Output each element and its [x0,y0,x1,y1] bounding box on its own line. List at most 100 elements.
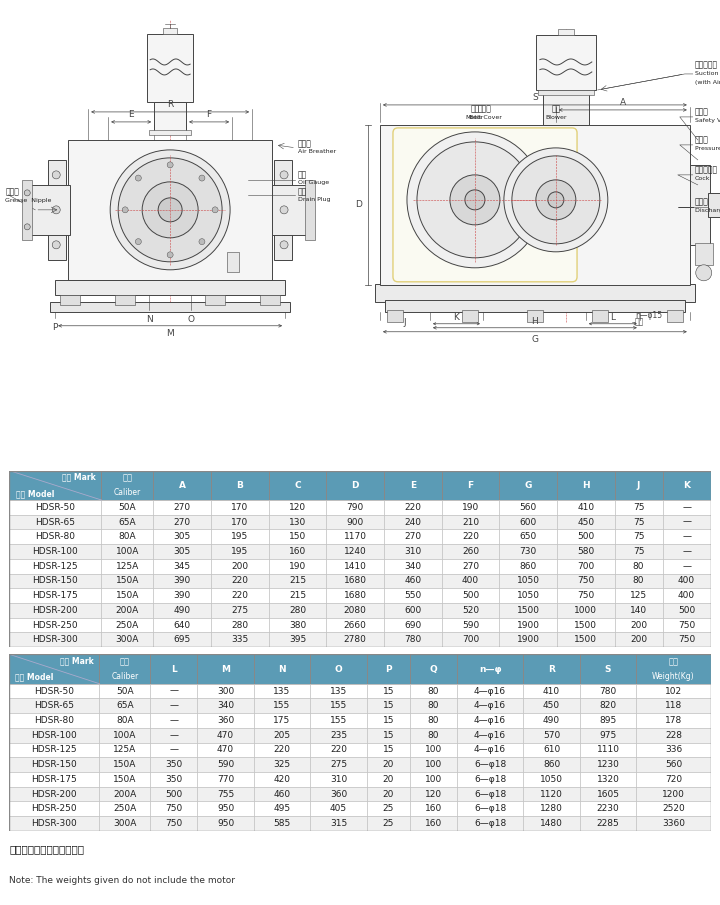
Bar [499,471,557,500]
Text: 335: 335 [231,635,248,644]
Bar [557,544,615,558]
Bar [9,742,99,757]
Text: 205: 205 [274,730,291,739]
Bar [260,295,280,305]
Text: Air Breather: Air Breather [298,149,336,155]
Text: 65A: 65A [119,518,136,527]
Bar [9,786,99,802]
Bar [269,603,326,617]
Circle shape [167,162,173,168]
Bar [462,310,478,322]
Text: 550: 550 [404,591,421,600]
Bar [197,772,254,786]
Bar [615,603,662,617]
Bar [102,617,153,633]
Bar [269,617,326,633]
Bar [197,786,254,802]
Bar [580,684,636,699]
Bar [580,757,636,772]
Text: 15: 15 [382,746,394,755]
Bar [410,684,456,699]
Text: —: — [682,562,691,571]
Bar [662,544,711,558]
Bar [580,742,636,757]
Bar [662,471,711,500]
Bar [254,786,310,802]
Bar [197,684,254,699]
Text: H: H [531,317,539,326]
Circle shape [118,157,222,262]
Bar [9,515,102,529]
Text: 160: 160 [289,547,306,556]
Bar [150,684,197,699]
Text: 1000: 1000 [575,605,598,614]
Text: 1680: 1680 [343,576,366,586]
Bar [410,802,456,816]
Text: Pressure Gauge: Pressure Gauge [695,147,720,151]
Text: HDSR-175: HDSR-175 [32,775,77,784]
Text: 195: 195 [231,547,248,556]
Bar [499,544,557,558]
Bar [310,728,366,742]
Bar [456,802,523,816]
Text: 200A: 200A [116,605,139,614]
Text: 125A: 125A [116,562,139,571]
Text: N: N [145,315,153,324]
Text: 250A: 250A [116,621,139,630]
Text: HDSR-300: HDSR-300 [32,635,78,644]
Bar [384,529,441,544]
Bar [499,515,557,529]
Text: 注：重量中不包括电机重量: 注：重量中不包括电机重量 [9,844,84,854]
Bar [456,786,523,802]
Text: O: O [188,315,194,324]
Text: Belt Cover: Belt Cover [469,115,501,119]
Bar [662,588,711,603]
Text: J: J [404,318,406,327]
Circle shape [199,239,205,244]
Bar [150,654,197,684]
Text: 150A: 150A [113,760,137,769]
Text: 皮带罩: 皮带罩 [478,104,492,113]
Bar [150,802,197,816]
Text: —: — [682,503,691,512]
Bar [536,35,596,90]
Text: 80: 80 [633,576,644,586]
Bar [523,816,580,831]
Bar [366,802,410,816]
Text: 820: 820 [600,701,616,710]
Text: 15: 15 [382,687,394,696]
Circle shape [465,190,485,210]
Bar [211,633,269,647]
Bar [636,699,711,713]
Bar [580,728,636,742]
Bar [636,684,711,699]
Text: 150A: 150A [113,775,137,784]
Text: 155: 155 [274,701,291,710]
Bar [615,617,662,633]
Text: 25: 25 [382,819,394,828]
Text: 220: 220 [330,746,347,755]
Bar [326,633,384,647]
Text: 电机: 电机 [470,104,480,113]
Bar [153,544,211,558]
Text: D: D [351,481,359,490]
Bar [523,684,580,699]
Text: 340: 340 [217,701,234,710]
Text: 270: 270 [462,562,479,571]
Text: 220: 220 [462,532,479,541]
Text: 220: 220 [405,503,421,512]
Text: Note: The weights given do not include the motor: Note: The weights given do not include t… [9,876,235,885]
Text: 490: 490 [174,605,191,614]
Text: HDSR-50: HDSR-50 [35,687,74,696]
Bar [441,500,499,515]
Text: Oil Gauge: Oil Gauge [298,180,329,186]
Bar [615,544,662,558]
Bar [456,757,523,772]
Text: 1500: 1500 [517,605,539,614]
Bar [269,544,326,558]
Circle shape [122,207,128,213]
Text: 155: 155 [330,716,347,725]
Text: 75: 75 [633,532,644,541]
Bar [254,772,310,786]
Text: 350: 350 [166,760,183,769]
